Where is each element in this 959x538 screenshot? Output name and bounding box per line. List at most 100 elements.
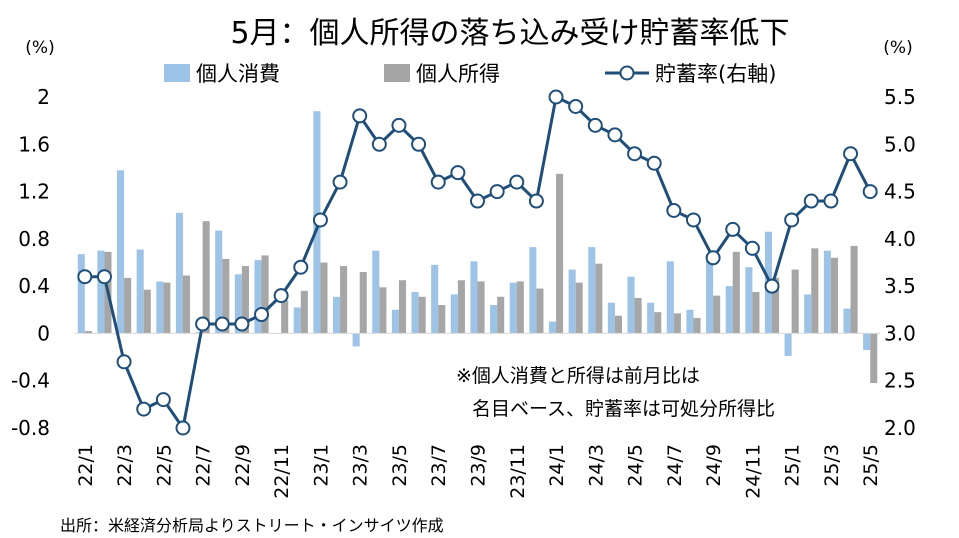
chart-title: 5月：個人所得の落ち込み受け貯蓄率低下 bbox=[230, 16, 789, 51]
right-tick-label: 4.5 bbox=[884, 180, 916, 204]
consumption-bar bbox=[529, 247, 537, 334]
left-tick-label: 0.8 bbox=[18, 227, 50, 251]
consumption-bar bbox=[431, 264, 439, 334]
income-bar bbox=[575, 282, 583, 334]
x-tick-label: 23/5 bbox=[389, 444, 411, 487]
savings-rate-point bbox=[96, 269, 112, 285]
x-tick-label: 23/1 bbox=[310, 444, 332, 487]
consumption-bar bbox=[234, 274, 242, 334]
savings-rate-point bbox=[666, 202, 682, 218]
right-tick-label: 5.5 bbox=[884, 85, 916, 109]
consumption-bar bbox=[627, 276, 635, 334]
note-line-1: ※個人消費と所得は前月比は bbox=[456, 365, 700, 387]
x-tick-label: 22/1 bbox=[75, 444, 97, 487]
consumption-bar bbox=[509, 282, 517, 334]
consumption-bar bbox=[823, 250, 831, 334]
consumption-bar bbox=[666, 261, 674, 334]
savings-rate-point bbox=[195, 316, 211, 332]
legend: 個人消費 個人所得 貯蓄率(右軸) bbox=[164, 62, 776, 86]
income-bar bbox=[84, 331, 92, 334]
savings-rate-point bbox=[391, 117, 407, 133]
savings-rate-point bbox=[823, 193, 839, 209]
consumption-bar bbox=[195, 332, 203, 334]
income-bar bbox=[634, 297, 642, 334]
income-bar bbox=[772, 277, 780, 334]
x-tick-label: 24/9 bbox=[703, 444, 725, 487]
left-tick-label: 0.4 bbox=[18, 274, 50, 298]
income-bar bbox=[673, 313, 681, 334]
savings-rate-point bbox=[764, 278, 780, 294]
right-tick-label: 4.0 bbox=[884, 227, 916, 251]
savings-rate-point bbox=[430, 174, 446, 190]
savings-rate-point bbox=[784, 212, 800, 228]
savings-rate-point bbox=[352, 108, 368, 124]
income-bar bbox=[791, 269, 799, 334]
income-bar bbox=[811, 248, 819, 334]
savings-rate-point bbox=[509, 174, 525, 190]
x-tick-label: 24/7 bbox=[664, 444, 686, 487]
savings-rate-point bbox=[627, 146, 643, 162]
right-tick-label: 3.0 bbox=[884, 321, 916, 345]
income-bar bbox=[182, 275, 191, 334]
income-bar bbox=[497, 296, 505, 334]
savings-rate-point bbox=[214, 316, 230, 332]
income-bar bbox=[124, 277, 132, 334]
income-bar bbox=[713, 295, 721, 334]
consumption-bar bbox=[804, 294, 812, 334]
consumption-bar bbox=[136, 249, 144, 334]
x-tick-label: 22/9 bbox=[232, 444, 254, 487]
x-tick-label: 22/11 bbox=[271, 444, 293, 499]
x-axis-ticks: 22/1 22/3 22/5 22/7 22/9 22/11 23/1 23/3 23/5 23/… bbox=[75, 444, 882, 499]
income-bar bbox=[477, 281, 485, 334]
income-bar bbox=[359, 271, 367, 334]
left-tick-label: 0 bbox=[37, 321, 50, 345]
source-note: 出所：米経済分析局よりストリート・インサイツ作成 bbox=[60, 516, 444, 535]
savings-rate-point bbox=[528, 193, 544, 209]
consumption-bar bbox=[745, 267, 753, 334]
consumption-bar bbox=[725, 286, 733, 334]
consumption-bar bbox=[588, 247, 596, 334]
savings-rate-point bbox=[607, 127, 623, 143]
income-bar bbox=[457, 280, 465, 334]
consumption-bar bbox=[706, 256, 714, 334]
savings-rate-point bbox=[744, 240, 760, 256]
x-tick-label: 24/11 bbox=[742, 444, 764, 499]
savings-rate-point bbox=[136, 401, 152, 417]
income-bar bbox=[438, 305, 446, 334]
income-bar bbox=[379, 287, 387, 334]
left-axis-unit: (%) bbox=[25, 38, 54, 58]
consumption-bar bbox=[863, 333, 871, 350]
consumption-bar bbox=[686, 309, 694, 334]
consumption-bar bbox=[450, 294, 458, 334]
legend-swatch-income bbox=[384, 64, 410, 82]
legend-label-income: 個人所得 bbox=[416, 62, 500, 86]
savings-rate-point bbox=[685, 212, 701, 228]
income-bar bbox=[222, 258, 230, 334]
consumption-bar bbox=[332, 296, 341, 334]
savings-rate-point bbox=[470, 193, 485, 209]
savings-rate-point bbox=[705, 250, 721, 266]
left-tick-label: -0.4 bbox=[11, 369, 50, 393]
income-bar bbox=[202, 221, 210, 334]
consumption-bar bbox=[784, 333, 792, 356]
savings-rate-point bbox=[587, 117, 603, 133]
x-tick-label: 24/3 bbox=[585, 444, 607, 487]
left-tick-label: 1.2 bbox=[18, 180, 50, 204]
income-bar bbox=[516, 281, 524, 334]
consumption-bar bbox=[490, 305, 498, 334]
income-bar bbox=[340, 266, 348, 334]
savings-rate-point bbox=[548, 89, 564, 105]
income-bar bbox=[654, 312, 662, 334]
income-bar bbox=[830, 257, 838, 334]
consumption-bar bbox=[391, 309, 399, 334]
right-tick-label: 5.0 bbox=[884, 132, 916, 156]
savings-rate-point bbox=[371, 136, 387, 152]
consumption-bar bbox=[293, 307, 301, 334]
savings-rate-point bbox=[843, 146, 859, 162]
x-tick-label: 25/3 bbox=[821, 444, 843, 487]
savings-rate-point bbox=[332, 174, 348, 190]
income-bar bbox=[143, 289, 151, 334]
savings-rate-point bbox=[234, 316, 250, 332]
consumption-bar bbox=[352, 333, 360, 347]
consumption-bar bbox=[568, 269, 576, 334]
